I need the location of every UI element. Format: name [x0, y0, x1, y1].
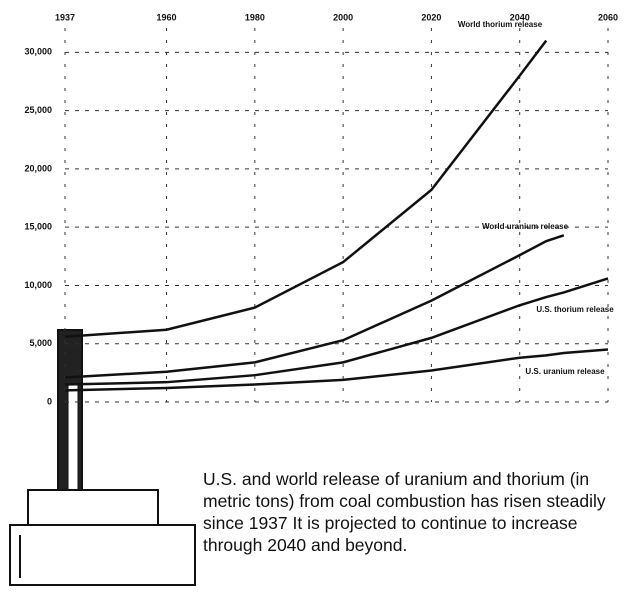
x-tick-label: 2020 — [421, 12, 441, 22]
series-label: World uranium release — [480, 222, 570, 232]
x-tick-label: 2000 — [333, 12, 353, 22]
y-tick-label: 15,000 — [24, 222, 52, 232]
smokestack — [10, 330, 195, 585]
series-label: U.S. uranium release — [525, 367, 605, 377]
x-tick-label: 1960 — [157, 12, 177, 22]
caption: U.S. and world release of uranium and th… — [203, 468, 633, 556]
y-tick-label: 20,000 — [24, 163, 52, 173]
y-tick-label: 30,000 — [24, 47, 52, 57]
x-tick-label: 1937 — [55, 12, 75, 22]
series-line — [65, 235, 564, 377]
page: 0 5,000 10,000 15,000 20,000 25,000 30,000 1937… — [0, 0, 637, 601]
series-label: World thorium release — [455, 20, 545, 30]
y-tick-label: 10,000 — [24, 280, 52, 290]
y-tick-label: 25,000 — [24, 105, 52, 115]
y-tick-label: 0 — [47, 396, 52, 406]
x-tick-label: 1980 — [245, 12, 265, 22]
series-line — [65, 41, 546, 337]
series-label: U.S. thorium release — [535, 305, 615, 315]
x-tick-label: 2060 — [598, 12, 618, 22]
y-tick-label: 5,000 — [29, 338, 52, 348]
